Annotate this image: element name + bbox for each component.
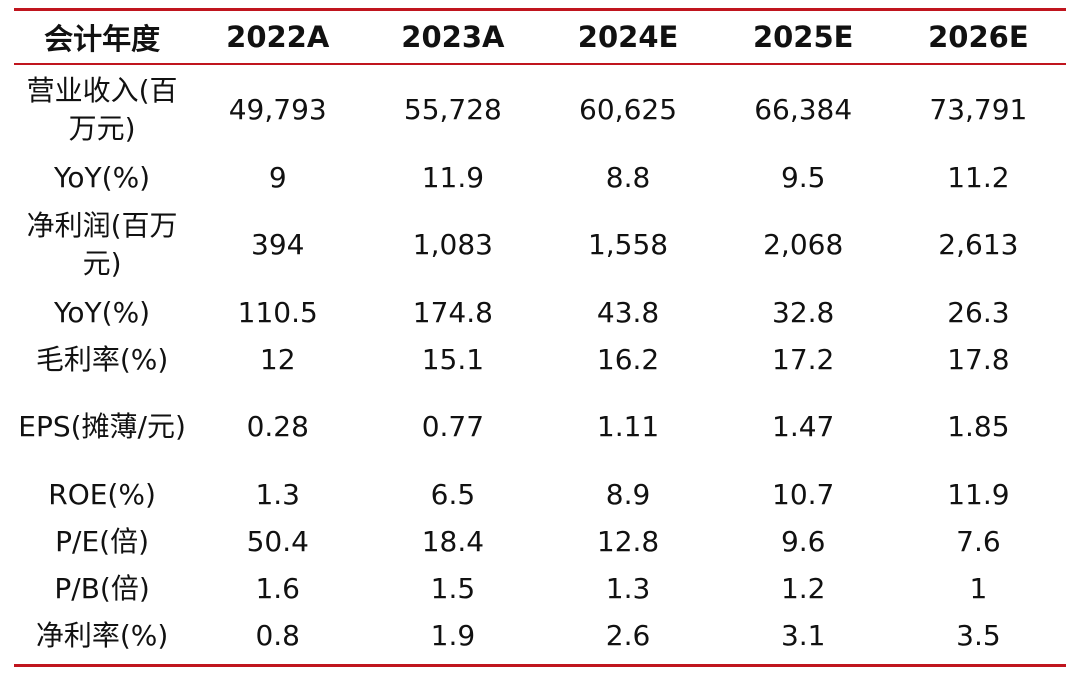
table-cell: 0.77	[421, 410, 485, 443]
row-label: 毛利率(%)	[35, 342, 169, 376]
table-cell: 1.5	[430, 571, 476, 605]
table-cell: 15.1	[421, 342, 485, 376]
financial-forecast-table: 会计年度 2022A 2023A 2024E 2025E 2026E 营业收入(…	[14, 11, 1066, 659]
table-cell: 8.9	[605, 477, 651, 511]
table-cell: 11.9	[947, 477, 1010, 511]
table-row-gross-margin: 毛利率(%) 12 15.1 16.2 17.2 17.8	[14, 336, 1066, 383]
table-row-eps: EPS(摊薄/元) 0.28 0.77 1.11 1.47 1.85	[14, 383, 1066, 471]
table-cell: 6.5	[430, 477, 476, 511]
table-row-roe: ROE(%) 1.3 6.5 8.9 10.7 11.9	[14, 471, 1066, 518]
table-row-net-margin: 净利率(%) 0.8 1.9 2.6 3.1 3.5	[14, 612, 1066, 659]
table-header-row: 会计年度 2022A 2023A 2024E 2025E 2026E	[14, 11, 1066, 63]
table-row-net-profit: 净利润(百万元) 394 1,083 1,558 2,068 2,613	[14, 201, 1066, 289]
row-label: EPS(摊薄/元)	[18, 410, 186, 443]
table-cell: 1.85	[947, 410, 1010, 443]
table-cell: 3.1	[780, 618, 826, 652]
row-label: 净利率(%)	[35, 618, 169, 652]
table-row-pe: P/E(倍) 50.4 18.4 12.8 9.6 7.6	[14, 518, 1066, 565]
table-cell: 9.5	[780, 160, 826, 194]
table-cell: 12.8	[596, 524, 660, 558]
table-cell: 17.8	[947, 342, 1010, 376]
table-cell: 73,791	[929, 93, 1028, 126]
table-cell: 50.4	[246, 524, 309, 558]
header-fiscal-year: 会计年度	[44, 22, 161, 56]
table-cell: 8.8	[605, 160, 651, 194]
table-cell: 11.9	[421, 160, 485, 194]
table-cell: 10.7	[772, 477, 835, 511]
table-cell: 16.2	[596, 342, 660, 376]
table-cell: 17.2	[772, 342, 835, 376]
table-cell: 11.2	[947, 160, 1010, 194]
row-label: ROE(%)	[48, 477, 156, 511]
row-label: YoY(%)	[54, 160, 151, 194]
table-cell: 1.6	[255, 571, 300, 605]
table-cell: 49,793	[228, 93, 327, 126]
table-cell: 7.6	[956, 524, 1001, 558]
table-cell: 9.6	[780, 524, 826, 558]
table-cell: 60,625	[579, 93, 678, 126]
table-cell: 1.3	[255, 477, 300, 511]
table-cell: 1.47	[772, 410, 835, 443]
table-top-rule	[14, 8, 1066, 11]
row-label: P/B(倍)	[54, 571, 150, 605]
table-cell: 1.9	[430, 618, 476, 652]
table-cell: 12	[259, 342, 296, 376]
table-cell: 3.5	[956, 618, 1001, 652]
row-label: P/E(倍)	[55, 524, 149, 558]
table-cell: 2,613	[938, 228, 1019, 261]
table-cell: 26.3	[947, 295, 1010, 329]
header-2025e: 2025E	[752, 20, 854, 54]
table-cell: 110.5	[237, 295, 318, 329]
row-label: 净利润(百万元)	[26, 209, 178, 280]
table-bottom-rule	[14, 664, 1066, 667]
table-row-revenue-yoy: YoY(%) 9 11.9 8.8 9.5 11.2	[14, 154, 1066, 201]
table-cell: 1,083	[412, 228, 493, 261]
header-2024e: 2024E	[577, 20, 679, 54]
table-cell: 18.4	[421, 524, 485, 558]
table-cell: 9	[268, 160, 287, 194]
header-2023a: 2023A	[401, 20, 505, 54]
table-cell: 1.3	[605, 571, 651, 605]
table-cell: 1.2	[780, 571, 826, 605]
table-cell: 1,558	[587, 228, 669, 261]
table-cell: 0.8	[255, 618, 300, 652]
table-cell: 2,068	[763, 228, 844, 261]
table-cell: 55,728	[403, 93, 502, 126]
row-label: YoY(%)	[54, 295, 151, 329]
table-row-revenue: 营业收入(百万元) 49,793 55,728 60,625 66,384 73…	[14, 66, 1066, 154]
table-row-pb: P/B(倍) 1.6 1.5 1.3 1.2 1	[14, 565, 1066, 612]
row-label: 营业收入(百万元)	[26, 74, 178, 145]
table-cell: 43.8	[596, 295, 660, 329]
table-header-rule	[14, 63, 1066, 65]
table-cell: 66,384	[754, 93, 853, 126]
table-row-net-profit-yoy: YoY(%) 110.5 174.8 43.8 32.8 26.3	[14, 289, 1066, 336]
table-cell: 2.6	[605, 618, 651, 652]
header-2022a: 2022A	[226, 20, 330, 54]
header-2026e: 2026E	[928, 20, 1029, 54]
table-cell: 0.28	[246, 410, 309, 443]
table-cell: 32.8	[772, 295, 835, 329]
table-cell: 1	[969, 571, 988, 605]
table-cell: 394	[251, 228, 305, 261]
financial-forecast-table-frame: 会计年度 2022A 2023A 2024E 2025E 2026E 营业收入(…	[14, 8, 1066, 670]
table-cell: 1.11	[596, 410, 660, 443]
table-cell: 174.8	[412, 295, 493, 329]
